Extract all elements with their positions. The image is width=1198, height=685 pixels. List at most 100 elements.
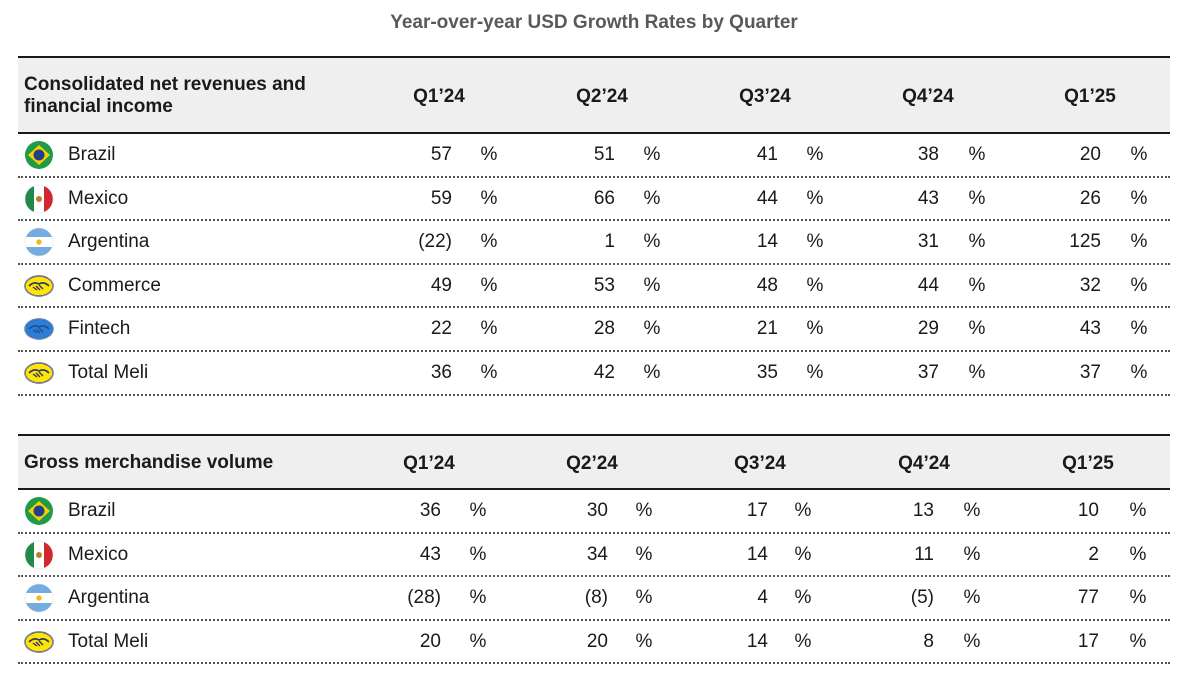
page-title: Year-over-year USD Growth Rates by Quart… <box>390 12 798 33</box>
percent-sign: % <box>480 361 498 383</box>
cell-value: 10 <box>1077 500 1099 521</box>
percent-sign: % <box>963 500 981 521</box>
percent-sign: % <box>1129 630 1147 652</box>
row-label: Argentina <box>68 231 150 253</box>
table-body: Brazil 57% 51% 41% 38% 20% Mexico 59% 66% 44% 43%… <box>18 134 1170 396</box>
cell-value: 57 <box>430 144 452 165</box>
table-row: Mexico 59% 66% 44% 43% 26% <box>18 178 1170 222</box>
percent-sign: % <box>794 543 812 565</box>
percent-sign: % <box>635 500 653 521</box>
cell-value: 11 <box>914 543 934 565</box>
percent-sign: % <box>968 274 986 296</box>
row-label: Brazil <box>68 144 116 165</box>
percent-sign: % <box>963 630 981 652</box>
cell-value: 20 <box>586 630 608 652</box>
percent-sign: % <box>968 187 986 209</box>
percent-sign: % <box>1130 231 1148 253</box>
table-header: Consolidated net revenues and financial … <box>18 56 1170 134</box>
cell-value: 13 <box>912 500 934 521</box>
percent-sign: % <box>794 587 812 609</box>
percent-sign: % <box>806 318 824 340</box>
column-header-q2: Q2’24 <box>576 86 628 107</box>
row-label: Brazil <box>68 500 116 521</box>
percent-sign: % <box>635 587 653 609</box>
cell-value: 30 <box>586 500 608 521</box>
percent-sign: % <box>968 361 986 383</box>
percent-sign: % <box>469 500 487 521</box>
cell-value: 43 <box>1079 318 1101 340</box>
cell-value: 43 <box>917 187 939 209</box>
cell-value: 37 <box>1079 361 1101 383</box>
percent-sign: % <box>469 630 487 652</box>
table-row: Argentina (28)% (8)% 4% (5)% 77% <box>18 577 1170 621</box>
table-row: Commerce 49% 53% 48% 44% 32% <box>18 265 1170 309</box>
percent-sign: % <box>806 144 824 165</box>
cell-value: 49 <box>430 274 452 296</box>
mexico-flag-icon <box>24 184 54 214</box>
row-label: Mexico <box>68 543 129 565</box>
percent-sign: % <box>480 187 498 209</box>
percent-sign: % <box>963 543 981 565</box>
row-label: Commerce <box>68 274 161 296</box>
percent-sign: % <box>469 587 487 609</box>
percent-sign: % <box>1130 318 1148 340</box>
percent-sign: % <box>794 500 812 521</box>
row-label: Argentina <box>68 587 150 609</box>
cell-value: 59 <box>430 187 452 209</box>
cell-value: (8) <box>584 587 608 609</box>
handshake-yellow-icon <box>24 627 54 657</box>
cell-value: 37 <box>917 361 939 383</box>
percent-sign: % <box>1130 187 1148 209</box>
cell-value: 14 <box>746 630 768 652</box>
column-header-q5: Q1’25 <box>1064 86 1116 107</box>
percent-sign: % <box>480 274 498 296</box>
handshake-blue-icon <box>24 314 54 344</box>
cell-value: 66 <box>593 187 615 209</box>
column-header-q3: Q3’24 <box>734 453 786 474</box>
percent-sign: % <box>1130 274 1148 296</box>
percent-sign: % <box>794 630 812 652</box>
table-header-label: Consolidated net revenues and financial … <box>24 74 306 117</box>
cell-value: (22) <box>418 231 452 253</box>
cell-value: 22 <box>430 318 452 340</box>
table-row: Total Meli 36% 42% 35% 37% 37% <box>18 352 1170 396</box>
row-label: Total Meli <box>68 361 149 383</box>
percent-sign: % <box>643 231 661 253</box>
percent-sign: % <box>480 318 498 340</box>
column-header-q3: Q3’24 <box>739 86 791 107</box>
cell-value: 44 <box>756 187 778 209</box>
row-label: Mexico <box>68 187 129 209</box>
revenue-growth-table: Consolidated net revenues and financial … <box>18 56 1170 396</box>
cell-value: 4 <box>757 587 768 609</box>
cell-value: 26 <box>1079 187 1101 209</box>
cell-value: 2 <box>1088 543 1099 565</box>
cell-value: 14 <box>756 231 778 253</box>
column-header-q4: Q4’24 <box>898 453 950 474</box>
cell-value: 43 <box>419 543 441 565</box>
cell-value: 35 <box>756 361 778 383</box>
cell-value: 20 <box>419 630 441 652</box>
table-row: Fintech 22% 28% 21% 29% 43% <box>18 308 1170 352</box>
percent-sign: % <box>643 274 661 296</box>
column-header-q2: Q2’24 <box>566 453 618 474</box>
handshake-yellow-icon <box>24 358 54 388</box>
argentina-flag-icon <box>24 227 54 257</box>
brazil-flag-icon <box>24 496 54 526</box>
cell-value: 17 <box>1077 630 1099 652</box>
cell-value: 17 <box>746 500 768 521</box>
percent-sign: % <box>806 361 824 383</box>
row-label: Total Meli <box>68 630 149 652</box>
cell-value: (5) <box>910 587 934 609</box>
cell-value: 29 <box>917 318 939 340</box>
percent-sign: % <box>480 144 498 165</box>
cell-value: 38 <box>917 144 939 165</box>
cell-value: 8 <box>923 630 934 652</box>
cell-value: 42 <box>593 361 615 383</box>
cell-value: 36 <box>419 500 441 521</box>
percent-sign: % <box>469 543 487 565</box>
table-row: Brazil 36% 30% 17% 13% 10% <box>18 490 1170 534</box>
percent-sign: % <box>963 587 981 609</box>
cell-value: 77 <box>1077 587 1099 609</box>
percent-sign: % <box>635 630 653 652</box>
cell-value: 41 <box>756 144 778 165</box>
